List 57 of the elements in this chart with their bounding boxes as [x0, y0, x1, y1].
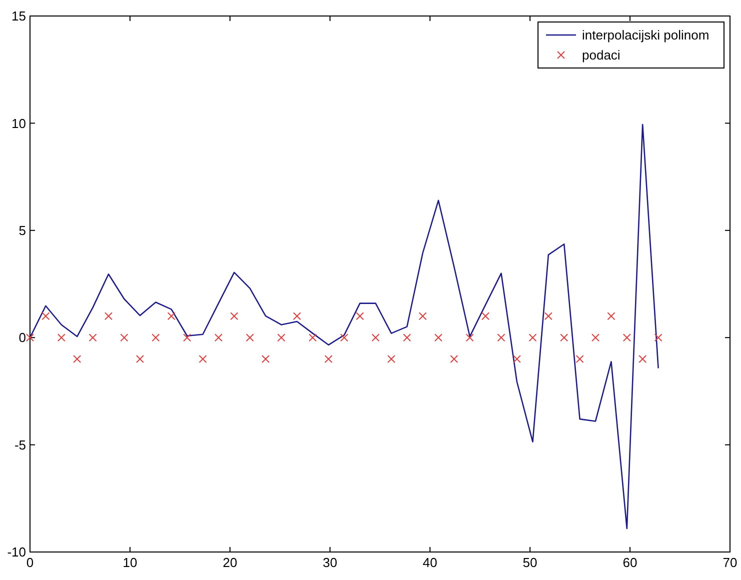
- point: [466, 334, 474, 342]
- x-tick-label: 50: [522, 555, 538, 570]
- point: [622, 334, 631, 342]
- point: [167, 312, 176, 320]
- x-tick-label: 40: [422, 555, 438, 570]
- point: [528, 334, 537, 342]
- y-tick-label: -10: [7, 544, 26, 560]
- point: [246, 334, 254, 342]
- point: [403, 334, 411, 342]
- y-tick-label: 10: [12, 116, 26, 131]
- point: [434, 334, 442, 342]
- point: [372, 334, 380, 342]
- point: [512, 355, 521, 364]
- point: [607, 312, 616, 320]
- x-tick-label: 20: [222, 555, 238, 570]
- point: [88, 334, 97, 342]
- y-tick-label: 5: [18, 222, 26, 238]
- point: [418, 312, 427, 320]
- y-tick-label: -5: [14, 437, 26, 452]
- y-tick-label: 15: [12, 8, 26, 24]
- y-tick-label: 0: [18, 330, 26, 346]
- point: [308, 334, 317, 342]
- point: [214, 334, 222, 342]
- point: [262, 355, 270, 364]
- point: [482, 312, 490, 320]
- point: [592, 334, 600, 342]
- point: [654, 334, 662, 342]
- x-tick-label: 70: [722, 555, 738, 570]
- point: [26, 334, 34, 342]
- point: [230, 312, 238, 320]
- point: [340, 334, 348, 342]
- point: [73, 355, 82, 364]
- point: [450, 355, 458, 364]
- point: [104, 312, 112, 320]
- point: [293, 312, 301, 320]
- line-series: [29, 124, 659, 530]
- point: [576, 355, 584, 364]
- point: [324, 355, 332, 364]
- legend-label: interpolacijski polinom: [582, 28, 710, 43]
- x-tick-label: 60: [622, 555, 638, 570]
- point: [356, 312, 364, 320]
- point: [277, 334, 286, 342]
- point: [198, 355, 207, 364]
- point: [544, 312, 552, 320]
- point: [560, 334, 568, 342]
- point: [183, 334, 192, 342]
- x-tick-label: 10: [122, 555, 138, 570]
- point: [152, 334, 160, 342]
- point: [120, 334, 128, 342]
- point: [57, 334, 66, 342]
- point: [638, 355, 647, 364]
- point: [42, 312, 50, 320]
- legend-label: podaci: [582, 48, 620, 63]
- point: [497, 334, 506, 342]
- x-tick-label: 30: [322, 555, 338, 570]
- point: [387, 355, 396, 364]
- point: [136, 355, 144, 364]
